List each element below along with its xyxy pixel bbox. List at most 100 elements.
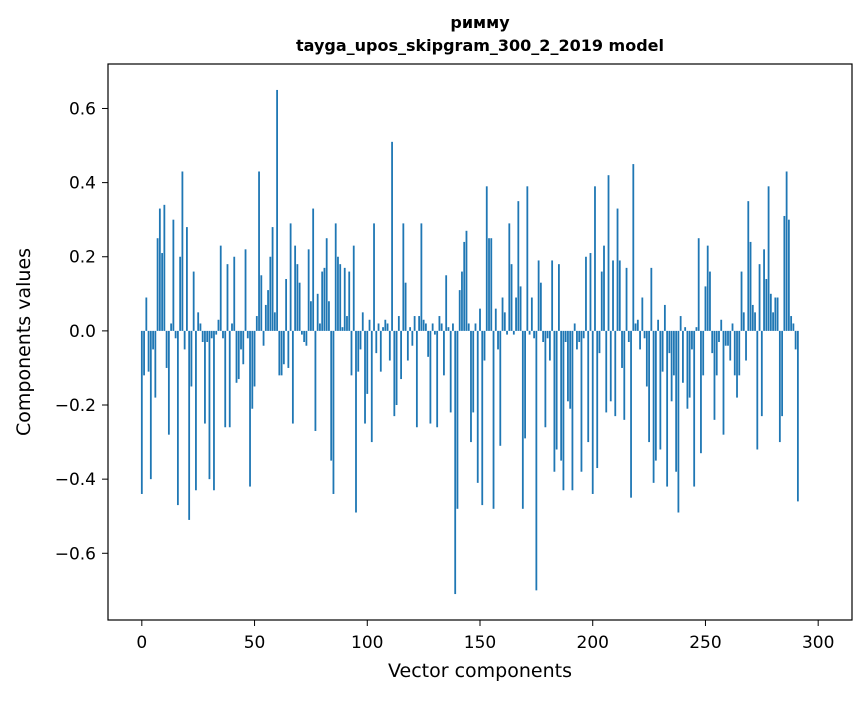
bar <box>334 223 337 331</box>
bar <box>165 330 168 368</box>
bar <box>440 323 443 331</box>
bar <box>262 330 265 346</box>
x-tick-label: 250 <box>689 633 721 653</box>
bar <box>352 245 355 331</box>
bar <box>785 171 788 331</box>
bar <box>204 330 206 424</box>
bar <box>310 301 312 331</box>
bar <box>778 330 781 443</box>
bar <box>616 208 619 331</box>
bar <box>745 330 747 361</box>
bar <box>603 245 605 331</box>
bar <box>181 171 184 331</box>
bar <box>357 330 360 372</box>
bar <box>621 330 623 368</box>
bar <box>760 330 763 417</box>
bar <box>625 267 628 331</box>
bar <box>551 260 554 331</box>
bar <box>409 327 412 331</box>
bar <box>321 271 324 331</box>
bar <box>244 249 247 331</box>
bar <box>154 330 157 398</box>
bar <box>386 323 389 331</box>
bar <box>643 330 646 339</box>
bar <box>652 330 655 483</box>
bar <box>654 330 657 461</box>
bar <box>190 330 193 387</box>
bar <box>285 278 288 331</box>
bar <box>738 330 741 376</box>
bar <box>240 330 242 350</box>
bar <box>661 330 664 372</box>
bar <box>413 316 416 331</box>
bar <box>140 330 143 494</box>
bar <box>325 238 328 331</box>
x-tick-label: 50 <box>244 633 266 653</box>
bar <box>747 201 750 331</box>
bar <box>594 186 596 331</box>
bar <box>364 330 366 424</box>
bar <box>506 330 508 335</box>
bar <box>176 330 179 506</box>
bar <box>470 330 472 443</box>
bar <box>663 304 666 331</box>
bar <box>517 201 520 331</box>
bar <box>720 319 723 331</box>
bar <box>751 304 754 331</box>
bar <box>449 330 452 413</box>
bar <box>300 330 303 335</box>
bar <box>436 330 439 428</box>
bar <box>695 327 698 331</box>
bar <box>709 271 711 331</box>
bar <box>560 330 563 461</box>
x-tick-label: 300 <box>802 633 834 653</box>
bar <box>569 330 572 409</box>
bar <box>276 89 278 331</box>
bar <box>794 330 797 350</box>
bar <box>731 323 734 331</box>
bar <box>485 186 488 331</box>
y-tick-label: 0.2 <box>69 248 96 268</box>
bar <box>224 330 227 428</box>
bar <box>172 219 175 331</box>
bar <box>296 264 299 331</box>
bar <box>740 271 743 331</box>
x-tick-label: 0 <box>136 633 147 653</box>
bar <box>576 330 578 350</box>
bar <box>307 249 310 331</box>
bar <box>312 208 315 331</box>
bar <box>713 330 716 420</box>
bar <box>483 330 486 361</box>
bar <box>391 141 393 331</box>
bar <box>298 282 301 331</box>
bar <box>736 330 738 398</box>
bar <box>258 171 260 331</box>
bar <box>246 330 249 339</box>
bar <box>226 264 229 331</box>
bar <box>314 330 317 431</box>
bar <box>197 312 200 331</box>
bar <box>377 323 380 331</box>
bar <box>553 330 556 472</box>
bar <box>397 316 400 331</box>
bar <box>156 238 159 331</box>
bar <box>465 230 468 331</box>
bar <box>195 330 197 491</box>
bar <box>461 271 463 331</box>
bar <box>222 330 224 339</box>
bar <box>530 297 533 331</box>
bar <box>512 330 515 335</box>
bar <box>447 327 450 331</box>
bar <box>192 271 195 331</box>
bar <box>384 319 387 331</box>
bars <box>140 89 799 595</box>
bar <box>767 186 770 331</box>
bar <box>582 330 585 339</box>
bar <box>508 223 511 331</box>
bar <box>526 186 529 331</box>
bar <box>355 330 357 513</box>
bar <box>343 267 346 331</box>
bar <box>418 316 421 331</box>
bar <box>251 330 254 409</box>
bar <box>542 330 545 342</box>
